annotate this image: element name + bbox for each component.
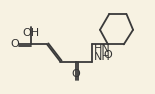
Text: NH: NH bbox=[93, 52, 110, 62]
Text: O: O bbox=[104, 50, 112, 60]
Text: OH: OH bbox=[23, 28, 40, 38]
Text: O: O bbox=[10, 39, 19, 49]
Text: O: O bbox=[72, 69, 81, 79]
Text: HN: HN bbox=[93, 44, 110, 54]
